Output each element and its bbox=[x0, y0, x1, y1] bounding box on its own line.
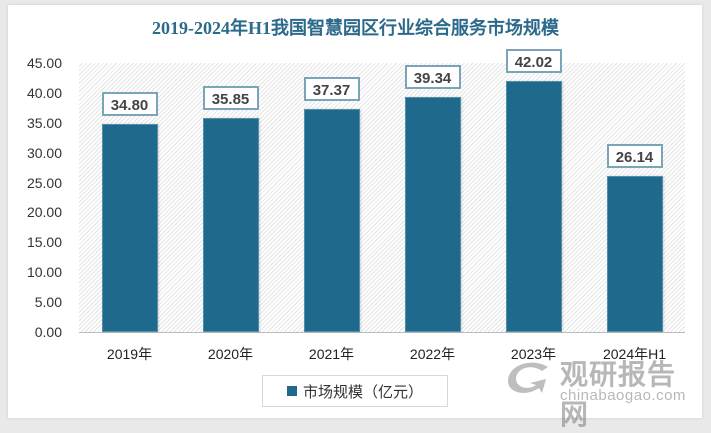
y-tick-label: 30.00 bbox=[26, 144, 62, 161]
watermark: 观研报告网 chinabaogao.com bbox=[502, 351, 702, 430]
y-tick-label: 5.00 bbox=[34, 294, 62, 311]
legend-swatch bbox=[286, 386, 297, 396]
x-tick-label: 2022年 bbox=[409, 346, 456, 362]
x-tick-label: 2019年 bbox=[106, 346, 153, 362]
y-tick-label: 35.00 bbox=[26, 114, 62, 131]
y-tick-label: 45.00 bbox=[26, 55, 62, 71]
x-tick-label: 2020年 bbox=[207, 346, 254, 362]
data-label: 39.34 bbox=[404, 64, 461, 89]
data-label: 37.37 bbox=[303, 76, 360, 101]
x-tick-label: 2023年 bbox=[510, 346, 557, 362]
y-tick-label: 0.00 bbox=[34, 324, 62, 340]
data-label: 34.80 bbox=[101, 91, 158, 116]
y-tick-label: 25.00 bbox=[26, 174, 62, 191]
bar bbox=[505, 80, 562, 332]
bar bbox=[303, 108, 360, 332]
bar bbox=[202, 117, 259, 332]
watermark-en: chinabaogao.com bbox=[560, 387, 686, 404]
x-tick-label: 2021年 bbox=[308, 346, 355, 362]
bar bbox=[404, 96, 461, 332]
data-label: 35.85 bbox=[202, 85, 259, 110]
legend-label: 市场规模（亿元） bbox=[302, 383, 423, 401]
bar bbox=[101, 123, 158, 332]
legend: 市场规模（亿元） bbox=[262, 375, 448, 407]
watermark-logo-icon bbox=[508, 362, 548, 393]
chart-title: 2019-2024年H1我国智慧园区行业综合服务市场规模 bbox=[152, 18, 559, 38]
y-tick-label: 10.00 bbox=[26, 264, 62, 281]
bar bbox=[606, 175, 663, 332]
y-tick-label: 15.00 bbox=[26, 234, 62, 251]
data-label: 26.14 bbox=[606, 143, 663, 168]
x-tick-label: 2024年H1 bbox=[602, 346, 667, 362]
plot-area bbox=[79, 63, 685, 333]
y-tick-label: 40.00 bbox=[26, 84, 62, 101]
data-label: 42.02 bbox=[505, 48, 562, 73]
y-tick-label: 20.00 bbox=[26, 204, 62, 221]
